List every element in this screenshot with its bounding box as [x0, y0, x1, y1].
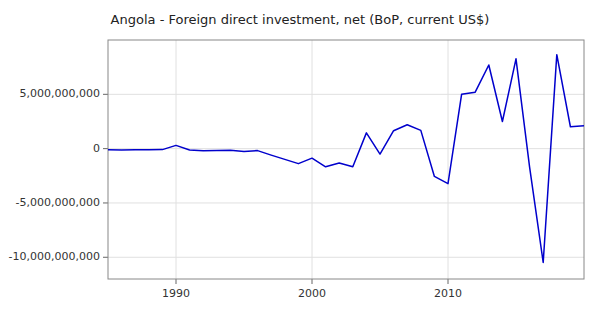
- y-tick: [103, 257, 108, 258]
- grid: [108, 40, 584, 279]
- x-grid-line: [312, 40, 313, 279]
- y-grid-line: [108, 257, 584, 258]
- chart-container: -10,000,000,000 -5,000,000,000 0 5,000,000,…: [0, 0, 600, 315]
- y-tick-label: -10,000,000,000: [9, 250, 100, 263]
- y-tick-label: -5,000,000,000: [16, 196, 100, 209]
- y-tick-label: 5,000,000,000: [20, 87, 100, 100]
- x-tick: [448, 279, 449, 284]
- x-tick: [176, 279, 177, 284]
- x-tick: [312, 279, 313, 284]
- axes: -10,000,000,000 -5,000,000,000 0 5,000,000,…: [9, 40, 584, 300]
- y-tick-label: 0: [93, 142, 100, 155]
- x-tick-label: 2010: [434, 287, 462, 300]
- x-tick-label: 2000: [298, 287, 326, 300]
- x-tick-label: 1990: [162, 287, 190, 300]
- y-grid-line: [108, 202, 584, 203]
- x-grid-line: [176, 40, 177, 279]
- y-tick: [103, 94, 108, 95]
- x-grid-line: [448, 40, 449, 279]
- y-grid-line: [108, 94, 584, 95]
- y-tick: [103, 148, 108, 149]
- plot-frame: [108, 40, 584, 279]
- data-line: [108, 55, 584, 263]
- chart-svg: -10,000,000,000 -5,000,000,000 0 5,000,000,…: [0, 0, 600, 315]
- y-grid-line: [108, 148, 584, 149]
- chart-title: Angola - Foreign direct investment, net …: [111, 12, 490, 27]
- series-group: [108, 55, 584, 263]
- page: {"chart_data": {"type": "line", "title":…: [0, 0, 600, 315]
- y-tick: [103, 202, 108, 203]
